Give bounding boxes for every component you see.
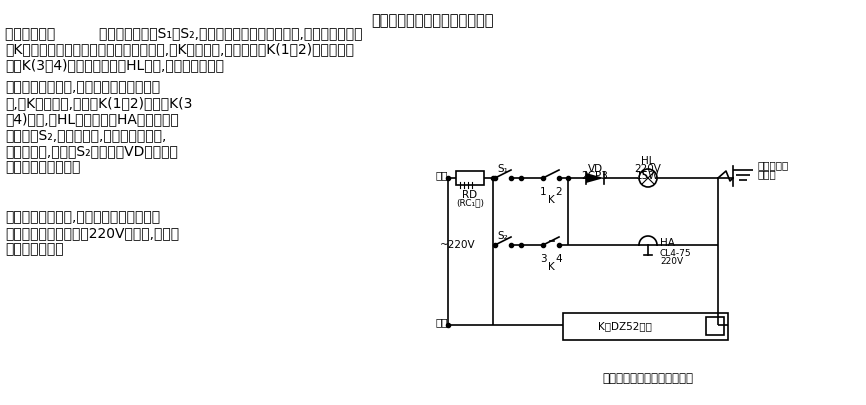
Text: 4: 4 [556,254,562,264]
Text: CL4-75: CL4-75 [660,249,692,258]
Text: 至前池水中: 至前池水中 [758,160,789,170]
Polygon shape [586,173,604,183]
Text: HA: HA [660,238,675,248]
Bar [456,171,484,185]
Text: S₂: S₂ [498,231,508,241]
Text: K: K [547,262,554,272]
Text: 电路如图          所示。合上开关S₁和S₂,电路投人工作。水位正常时,电源经中间继电: 电路如图 所示。合上开关S₁和S₂,电路投人工作。水位正常时,电源经中间继电 [5,26,363,40]
Text: 当水位下降时,插人水中的地线与水断: 当水位下降时,插人水中的地线与水断 [5,80,160,94]
Text: 零线: 零线 [436,317,449,327]
Text: 3: 3 [540,254,546,264]
Text: ~220V: ~220V [440,240,475,250]
Text: －4)闭合,使HL息灯、警铸HA发出音响信: －4)闭合,使HL息灯、警铸HA发出音响信 [5,112,178,126]
Text: 1: 1 [540,187,546,197]
Text: 开,使K失电释放,其触点K(1－2)断开、K(3: 开,使K失电释放,其触点K(1－2)断开、K(3 [5,96,192,110]
Text: 2CP3: 2CP3 [582,171,609,181]
Text: 当水位下降后,插在前池水中的地线与: 当水位下降后,插在前池水中的地线与 [5,210,160,224]
Text: 白炽灯: 白炽灯 [758,169,777,179]
Text: 220V: 220V [660,256,683,266]
Text: 信号灯寿命的作用。: 信号灯寿命的作用。 [5,160,81,174]
Text: 相线: 相线 [436,170,449,180]
Text: 2: 2 [556,187,562,197]
Text: 220V: 220V [635,164,662,174]
Text: 器K的线圈和插人前池水中的地线构成通路,使K得电吸合,其常开触点K(1－2)闭合、常闭: 器K的线圈和插人前池水中的地线构成通路,使K得电吸合,其常开触点K(1－2)闭合… [5,42,354,56]
Text: 号。打开S₂,可解除警铸,等水位恢复正常,: 号。打开S₂,可解除警铸,等水位恢复正常, [5,128,166,142]
Text: S₁: S₁ [498,164,508,174]
Text: 必须防止触电。: 必须防止触电。 [5,242,63,256]
Text: 水电的前池水位监测信号电路: 水电的前池水位监测信号电路 [603,371,694,384]
Text: 小水电的前池水位监测信号电路: 小水电的前池水位监测信号电路 [372,13,494,28]
Text: 指示灯亮后,再合上S₂。二极管VD起到延长: 指示灯亮后,再合上S₂。二极管VD起到延长 [5,144,178,158]
Text: K: K [547,195,554,205]
Bar [563,313,728,340]
Text: VD: VD [587,164,603,174]
Text: K（DZ52型）: K（DZ52型） [598,321,652,331]
Bar [706,317,724,335]
Text: 水面分离后地线将带有220V的电压,此时、: 水面分离后地线将带有220V的电压,此时、 [5,226,179,240]
Text: RD: RD [462,190,477,200]
Text: 触点K(3－4)断开。使信号灯HL点亮,指示水位正常。: 触点K(3－4)断开。使信号灯HL点亮,指示水位正常。 [5,58,224,72]
Text: 15W: 15W [637,171,660,181]
Text: HL: HL [641,156,655,166]
Text: (RC₁型): (RC₁型) [456,198,484,207]
